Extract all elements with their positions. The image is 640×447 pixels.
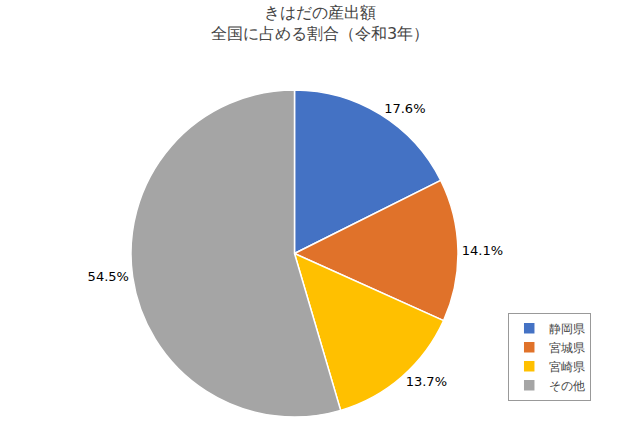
svg-text:宮城県: 宮城県 [549, 341, 585, 355]
svg-text:17.6%: 17.6% [384, 101, 425, 116]
svg-text:きはだの産出額全国に占める割合（令和3年）: きはだの産出額全国に占める割合（令和3年） [211, 3, 429, 43]
svg-text:14.1%: 14.1% [462, 243, 503, 258]
svg-text:13.7%: 13.7% [406, 374, 447, 389]
svg-text:宮崎県: 宮崎県 [549, 360, 585, 374]
svg-text:静岡県: 静岡県 [549, 322, 585, 336]
svg-text:その他: その他 [549, 379, 585, 393]
svg-text:54.5%: 54.5% [88, 269, 129, 284]
